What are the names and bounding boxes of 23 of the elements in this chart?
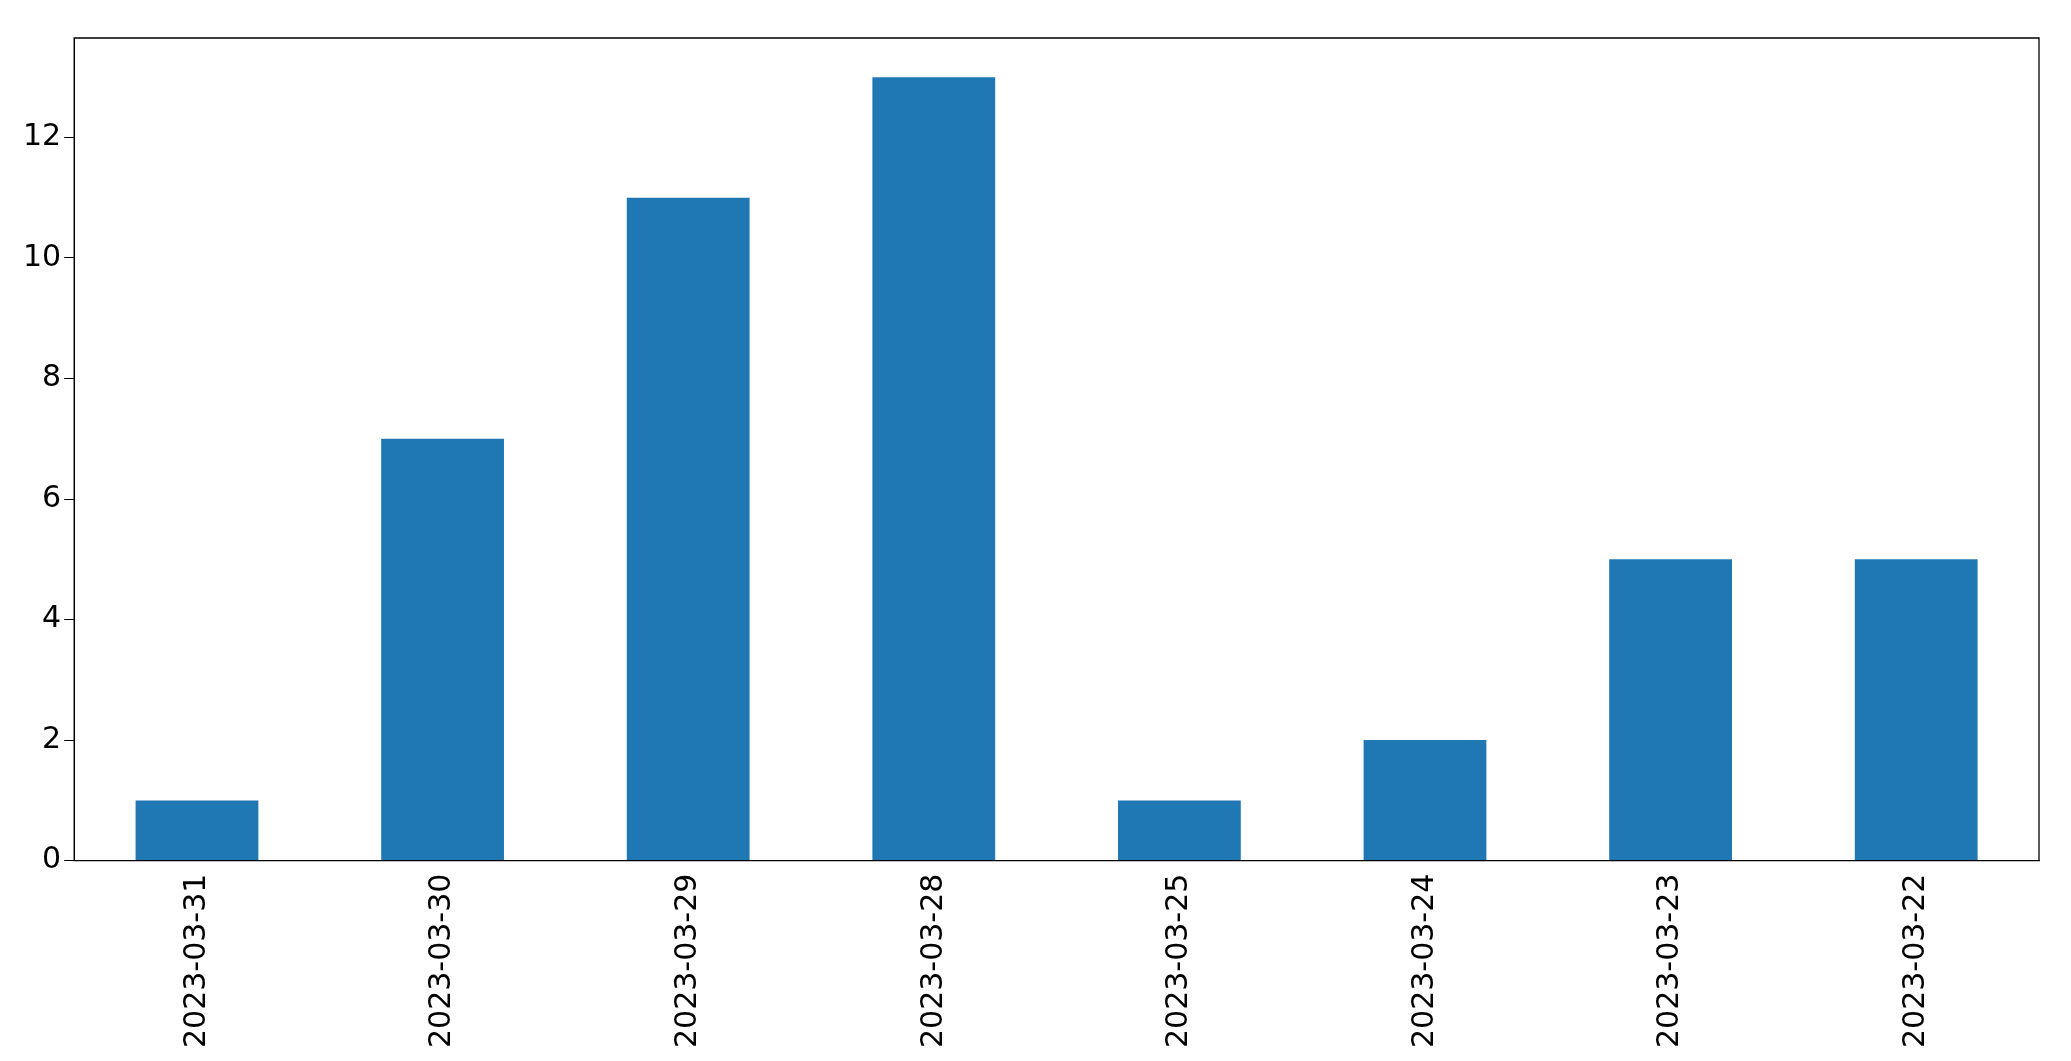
y-tick-label: 8 xyxy=(42,358,62,394)
bar xyxy=(872,77,996,861)
y-tick-label: 6 xyxy=(42,478,62,514)
y-tick-label: 0 xyxy=(42,840,62,876)
x-tick-label: 2023-03-31 xyxy=(176,873,212,1049)
y-tick-label: 4 xyxy=(42,599,62,635)
x-tick-label: 2023-03-29 xyxy=(667,873,703,1049)
bar xyxy=(1117,800,1241,861)
x-tick-label: 2023-03-28 xyxy=(913,873,949,1049)
x-tick-label: 2023-03-22 xyxy=(1896,873,1931,1049)
bar xyxy=(135,800,259,861)
x-tick-label: 2023-03-25 xyxy=(1159,873,1195,1049)
bar xyxy=(1609,559,1732,861)
bar xyxy=(381,438,504,861)
y-tick-label: 2 xyxy=(42,719,62,755)
x-tick-label: 2023-03-24 xyxy=(1404,873,1440,1049)
bar xyxy=(626,197,750,861)
bar xyxy=(1854,559,1978,861)
x-tick-label: 2023-03-30 xyxy=(422,873,458,1049)
y-tick-label: 12 xyxy=(22,117,62,153)
bar xyxy=(1363,740,1487,861)
x-tick-label: 2023-03-23 xyxy=(1650,873,1686,1049)
y-tick-label: 10 xyxy=(22,237,62,273)
